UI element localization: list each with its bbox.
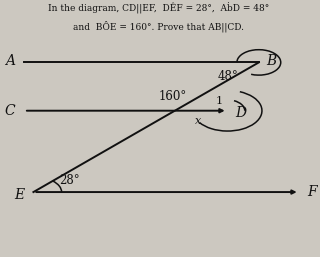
Text: 1: 1 (216, 96, 223, 106)
Text: C: C (4, 104, 15, 118)
Text: A: A (4, 54, 15, 68)
Text: In the diagram, CD||EF,  DÊF = 28°,  AḃD = 48°: In the diagram, CD||EF, DÊF = 28°, AḃD =… (48, 3, 269, 14)
Text: 48°: 48° (217, 70, 238, 83)
Text: 28°: 28° (59, 174, 80, 187)
Text: F: F (307, 185, 317, 199)
Text: B: B (267, 54, 277, 68)
Text: and  BÔE = 160°. Prove that AB||CD.: and BÔE = 160°. Prove that AB||CD. (73, 21, 244, 32)
Text: 160°: 160° (159, 90, 187, 103)
Text: D: D (235, 106, 246, 120)
Text: x: x (195, 116, 201, 126)
Text: E: E (14, 188, 24, 201)
